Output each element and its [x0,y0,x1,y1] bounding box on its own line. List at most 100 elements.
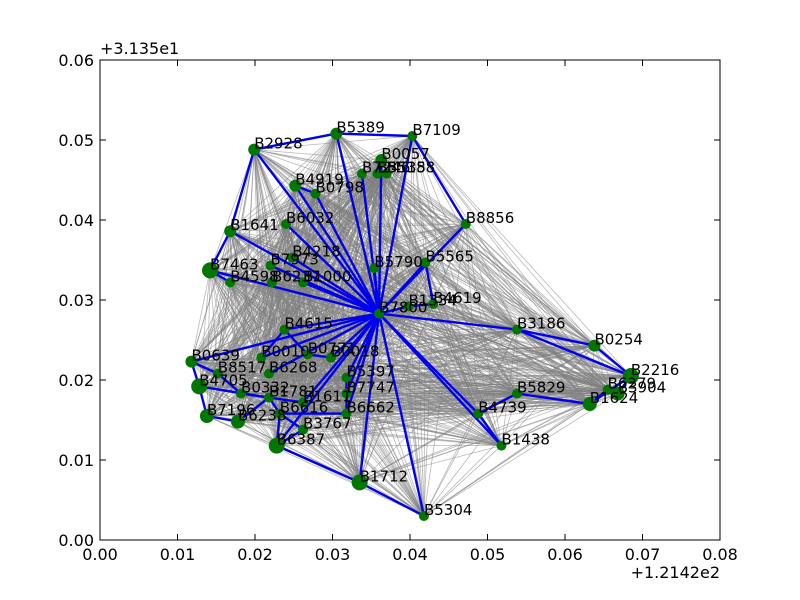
background-edge [465,223,632,377]
route-edge [253,148,380,315]
background-edge [423,413,479,517]
y-offset-label: +3.135e1 [100,39,179,58]
node-point [602,384,613,395]
background-edge [412,135,595,346]
node-point [310,188,321,199]
background-edge [217,357,262,374]
route-edge [378,261,427,315]
background-edge [302,429,425,517]
x-tick-label: 0.00 [82,545,118,564]
node-point [351,474,368,491]
background-edge [292,257,375,269]
node-point [428,299,439,309]
route-edge [477,392,518,415]
node-point [325,352,336,363]
node-point [302,349,313,360]
background-edge [270,265,375,269]
node-point [511,324,522,335]
node-label: B0018 [331,343,379,361]
background-edge [425,262,518,330]
route-edge [283,328,309,356]
route-edge [516,392,590,406]
node-point [281,219,291,229]
route-edge [378,312,518,331]
node-point [420,257,431,268]
background-edge [412,135,632,377]
route-edge [424,262,435,305]
background-edge [276,413,347,446]
background-edge [254,135,413,150]
route-edge [260,328,286,359]
background-edge [254,149,382,161]
route-edge [373,267,381,314]
x-axis-ticks: 0.00 0.01 0.02 0.03 0.04 0.05 0.06 0.07 0.08 [82,60,738,564]
node-point [341,388,352,399]
node-point [588,339,601,352]
background-edge [295,159,382,186]
x-tick-label: 0.06 [547,545,583,564]
background-edge [199,354,308,387]
background-edge [302,393,347,430]
route-edge [377,135,414,314]
route-edge [314,193,381,315]
background-edge [295,173,387,186]
route-edge [268,312,380,375]
background-edge [295,135,413,186]
background-edge [198,386,360,483]
background-edge [229,185,296,232]
node-label: B4739 [478,399,526,417]
route-edge [199,385,270,399]
route-edge [229,230,380,315]
y-tick-label: 0.02 [58,371,94,390]
background-edge [229,231,285,330]
node-label: B4919 [295,171,343,189]
background-edge [217,357,332,374]
background-edge [346,393,502,446]
node-label: B1000 [303,267,351,285]
node-label: B6387 [277,431,325,449]
background-edge [279,403,590,414]
background-edge [386,173,425,517]
route-edge [253,132,337,151]
background-edge [346,377,608,390]
background-edge [237,413,280,422]
node-point [622,368,639,384]
node-label: B1641 [230,216,278,234]
route-edge [285,223,380,315]
node-label: B5535 [377,159,425,177]
node-label: B1624 [590,389,638,407]
background-edge [411,135,426,263]
background-edge [209,270,239,422]
node-point [369,263,380,273]
background-edge [433,303,595,346]
node-point [248,143,261,156]
background-edge [241,375,631,394]
background-edge [423,403,591,517]
background-edge [346,413,361,483]
x-tick-label: 0.02 [237,545,273,564]
background-edge [217,354,308,374]
background-edge [206,393,347,417]
background-edge [240,377,347,394]
node-point [381,168,392,179]
background-edge [302,429,360,483]
route-edge [377,159,383,314]
background-edge [217,373,425,517]
background-edge [302,282,361,483]
y-tick-label: 0.01 [58,451,94,470]
background-edge [206,397,270,417]
node-label: B5304 [424,501,472,519]
background-edge [206,415,502,446]
node-point [263,392,274,403]
node-label: B7747 [346,379,394,397]
route-edge [229,149,256,232]
background-edge [378,313,631,377]
node-point [298,397,309,408]
node-label: B5790 [374,253,422,271]
background-edge [191,270,211,362]
background-edge [302,402,425,517]
route-edge [336,132,413,138]
background-edge [284,329,332,358]
node-label: B5829 [517,379,565,397]
